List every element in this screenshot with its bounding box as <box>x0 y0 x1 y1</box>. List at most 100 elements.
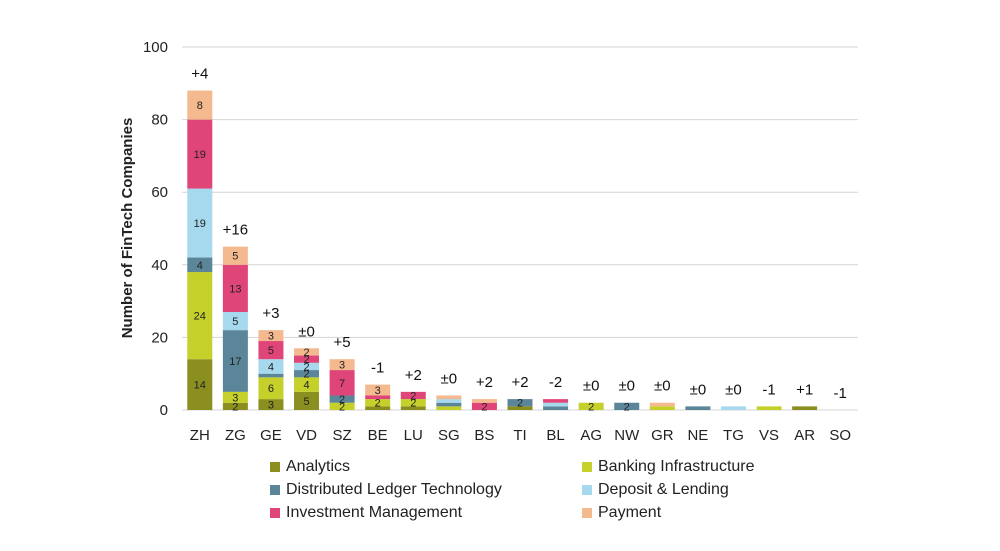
y-tick-label: 0 <box>160 402 168 419</box>
segment-value-label: 5 <box>303 396 309 408</box>
legend-item: Analytics <box>270 458 582 476</box>
bar-segment <box>222 311 248 331</box>
y-tick-label: 40 <box>151 257 168 274</box>
bar-segment <box>222 402 248 410</box>
x-tick-label: NE <box>687 427 708 444</box>
change-label: -1 <box>834 385 847 402</box>
bar-segment <box>365 395 391 400</box>
bar-segment <box>222 246 248 265</box>
bar-segment <box>792 406 818 410</box>
bar-segment <box>543 402 569 407</box>
legend-label: Payment <box>598 504 662 521</box>
bar-segment <box>578 402 604 410</box>
change-label: +2 <box>476 374 493 391</box>
bar-segment <box>258 359 284 374</box>
legend: Analytics Banking Infrastructure Distribut… <box>270 458 790 522</box>
x-tick-label: GE <box>260 427 282 444</box>
y-tick-label: 100 <box>143 39 168 56</box>
legend-swatch <box>270 462 280 472</box>
bar-segment <box>436 406 462 410</box>
segment-value-label: 2 <box>339 394 345 406</box>
segment-value-label: 19 <box>194 218 206 230</box>
legend-swatch <box>582 485 592 495</box>
change-label: ±0 <box>654 378 671 395</box>
bar-segment <box>329 359 355 371</box>
legend-item: Investment Management <box>270 504 582 522</box>
legend-swatch <box>582 508 592 518</box>
bar-segment <box>543 406 569 410</box>
x-tick-label: SG <box>438 427 460 444</box>
segment-value-label: 2 <box>517 398 523 410</box>
change-label: +5 <box>334 334 351 351</box>
bar-segment <box>294 391 320 410</box>
segment-value-label: 2 <box>624 401 630 413</box>
segment-value-label: 3 <box>375 385 381 397</box>
bar-segment <box>222 330 248 392</box>
legend-item: Distributed Ledger Technology <box>270 481 582 499</box>
segment-value-label: 3 <box>339 360 345 372</box>
segment-value-label: 3 <box>268 331 274 343</box>
change-label: ±0 <box>690 381 707 398</box>
bar-segment <box>258 341 284 360</box>
y-axis-title: Number of FinTech Companies <box>119 118 136 339</box>
change-label: +2 <box>405 367 422 384</box>
bar-segment <box>294 370 320 378</box>
legend-item: Payment <box>582 504 790 522</box>
bar-segment <box>400 406 426 410</box>
change-label: -2 <box>549 374 562 391</box>
legend-item: Banking Infrastructure <box>582 458 790 476</box>
bar-segment <box>187 90 213 120</box>
bar-segment <box>294 348 320 356</box>
bar-segment <box>756 406 782 410</box>
x-tick-label: BL <box>546 427 564 444</box>
segment-value-label: 17 <box>229 356 241 368</box>
segment-value-label: 2 <box>375 398 381 410</box>
segment-value-label: 2 <box>410 390 416 402</box>
segment-value-label: 2 <box>481 401 487 413</box>
bar-segment <box>187 272 213 360</box>
bar-segment <box>436 399 462 403</box>
x-tick-label: AR <box>794 427 815 444</box>
legend-label: Deposit & Lending <box>598 481 729 498</box>
segment-value-label: 6 <box>268 383 274 395</box>
x-tick-label: VS <box>759 427 779 444</box>
bar-segment <box>187 119 213 189</box>
bar-segment <box>222 391 248 403</box>
segment-value-label: 2 <box>410 398 416 410</box>
x-tick-label: BE <box>368 427 388 444</box>
segment-value-label: 7 <box>339 378 345 390</box>
bar-segment <box>471 399 497 403</box>
segment-value-label: 4 <box>197 260 203 272</box>
segment-value-label: 3 <box>268 400 274 412</box>
bar-segment <box>258 399 284 410</box>
legend-item: Deposit & Lending <box>582 481 790 499</box>
bar-segment <box>187 188 213 258</box>
x-tick-label: AG <box>580 427 602 444</box>
bar-segment <box>329 395 355 403</box>
change-label: +16 <box>223 222 248 239</box>
bar-segment <box>685 406 711 410</box>
legend-label: Investment Management <box>286 504 463 521</box>
segment-value-label: 2 <box>303 354 309 366</box>
bar-segment <box>649 406 675 410</box>
bar-segment <box>294 362 320 371</box>
bar-segment <box>365 399 391 407</box>
bar-segment <box>329 402 355 410</box>
segment-value-label: 8 <box>197 100 203 112</box>
change-label: +1 <box>796 381 813 398</box>
change-label: ±0 <box>725 381 742 398</box>
change-label: +2 <box>511 374 528 391</box>
change-label: ±0 <box>583 378 600 395</box>
x-tick-label: ZH <box>190 427 210 444</box>
change-label: -1 <box>371 360 384 377</box>
y-tick-label: 20 <box>151 329 168 346</box>
segment-value-label: 2 <box>232 401 238 413</box>
legend-swatch <box>582 462 592 472</box>
x-tick-label: BS <box>474 427 494 444</box>
segment-value-label: 5 <box>232 316 238 328</box>
bar-segment <box>507 399 533 407</box>
legend-label: Banking Infrastructure <box>598 458 755 475</box>
bars <box>187 90 818 410</box>
